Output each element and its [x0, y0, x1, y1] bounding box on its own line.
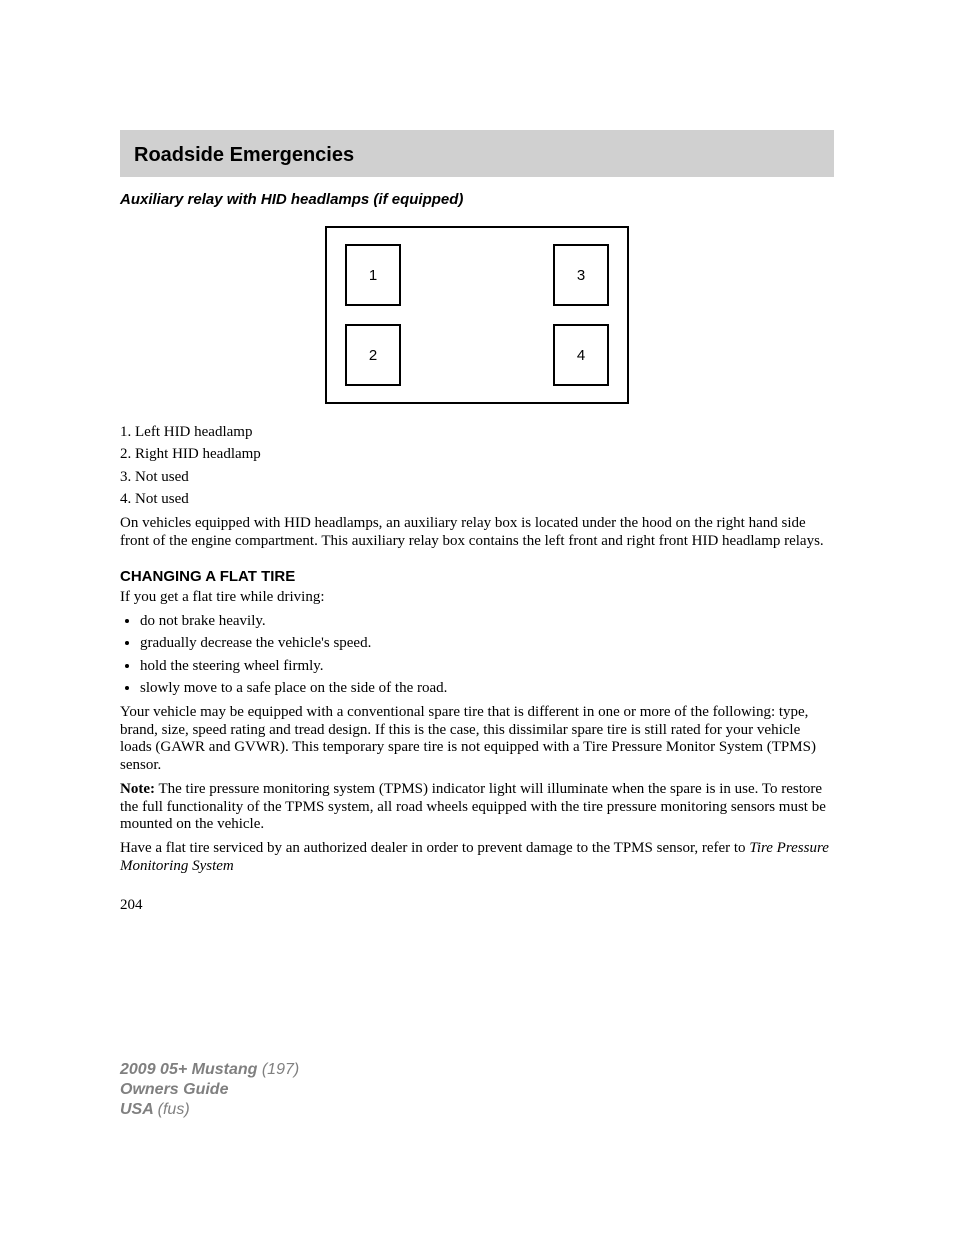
note-text: The tire pressure monitoring system (TPM… — [120, 781, 826, 832]
legend-item: 3. Not used — [120, 467, 834, 487]
paragraph: If you get a flat tire while driving: — [120, 589, 834, 607]
section-header-bar: Roadside Emergencies — [120, 130, 834, 177]
subsection-title: Auxiliary relay with HID headlamps (if e… — [120, 191, 834, 208]
list-item: gradually decrease the vehicle's speed. — [140, 633, 834, 653]
footer-code: (197) — [262, 1061, 299, 1078]
legend-item: 1. Left HID headlamp — [120, 422, 834, 442]
relay-diagram-wrap: 1 3 2 4 — [120, 226, 834, 404]
list-item: do not brake heavily. — [140, 611, 834, 631]
relay-cell-4: 4 — [553, 324, 609, 386]
diagram-row-top: 1 3 — [345, 244, 609, 306]
page-number: 204 — [120, 897, 834, 914]
footer-line-2: Owners Guide — [120, 1080, 299, 1100]
section-title: Roadside Emergencies — [134, 144, 820, 167]
para-text: Have a flat tire serviced by an authoriz… — [120, 840, 749, 856]
paragraph-note: Note: The tire pressure monitoring syste… — [120, 781, 834, 834]
paragraph: Your vehicle may be equipped with a conv… — [120, 704, 834, 775]
footer-line-1: 2009 05+ Mustang (197) — [120, 1060, 299, 1080]
page-content: Roadside Emergencies Auxiliary relay wit… — [0, 0, 954, 914]
paragraph: On vehicles equipped with HID headlamps,… — [120, 515, 834, 550]
note-label: Note: — [120, 781, 155, 797]
footer-block: 2009 05+ Mustang (197) Owners Guide USA … — [120, 1060, 299, 1120]
relay-diagram: 1 3 2 4 — [325, 226, 629, 404]
diagram-row-bottom: 2 4 — [345, 324, 609, 386]
footer-model: 2009 05+ Mustang — [120, 1061, 262, 1078]
legend-item: 4. Not used — [120, 489, 834, 509]
relay-cell-1: 1 — [345, 244, 401, 306]
heading-changing-flat: CHANGING A FLAT TIRE — [120, 568, 834, 585]
footer-suffix: (fus) — [158, 1101, 190, 1118]
relay-cell-2: 2 — [345, 324, 401, 386]
relay-cell-3: 3 — [553, 244, 609, 306]
legend-item: 2. Right HID headlamp — [120, 444, 834, 464]
paragraph: Have a flat tire serviced by an authoriz… — [120, 840, 834, 875]
footer-line-3: USA (fus) — [120, 1100, 299, 1120]
list-item: slowly move to a safe place on the side … — [140, 678, 834, 698]
list-item: hold the steering wheel firmly. — [140, 656, 834, 676]
footer-region: USA — [120, 1101, 158, 1118]
bullet-list: do not brake heavily. gradually decrease… — [120, 611, 834, 698]
